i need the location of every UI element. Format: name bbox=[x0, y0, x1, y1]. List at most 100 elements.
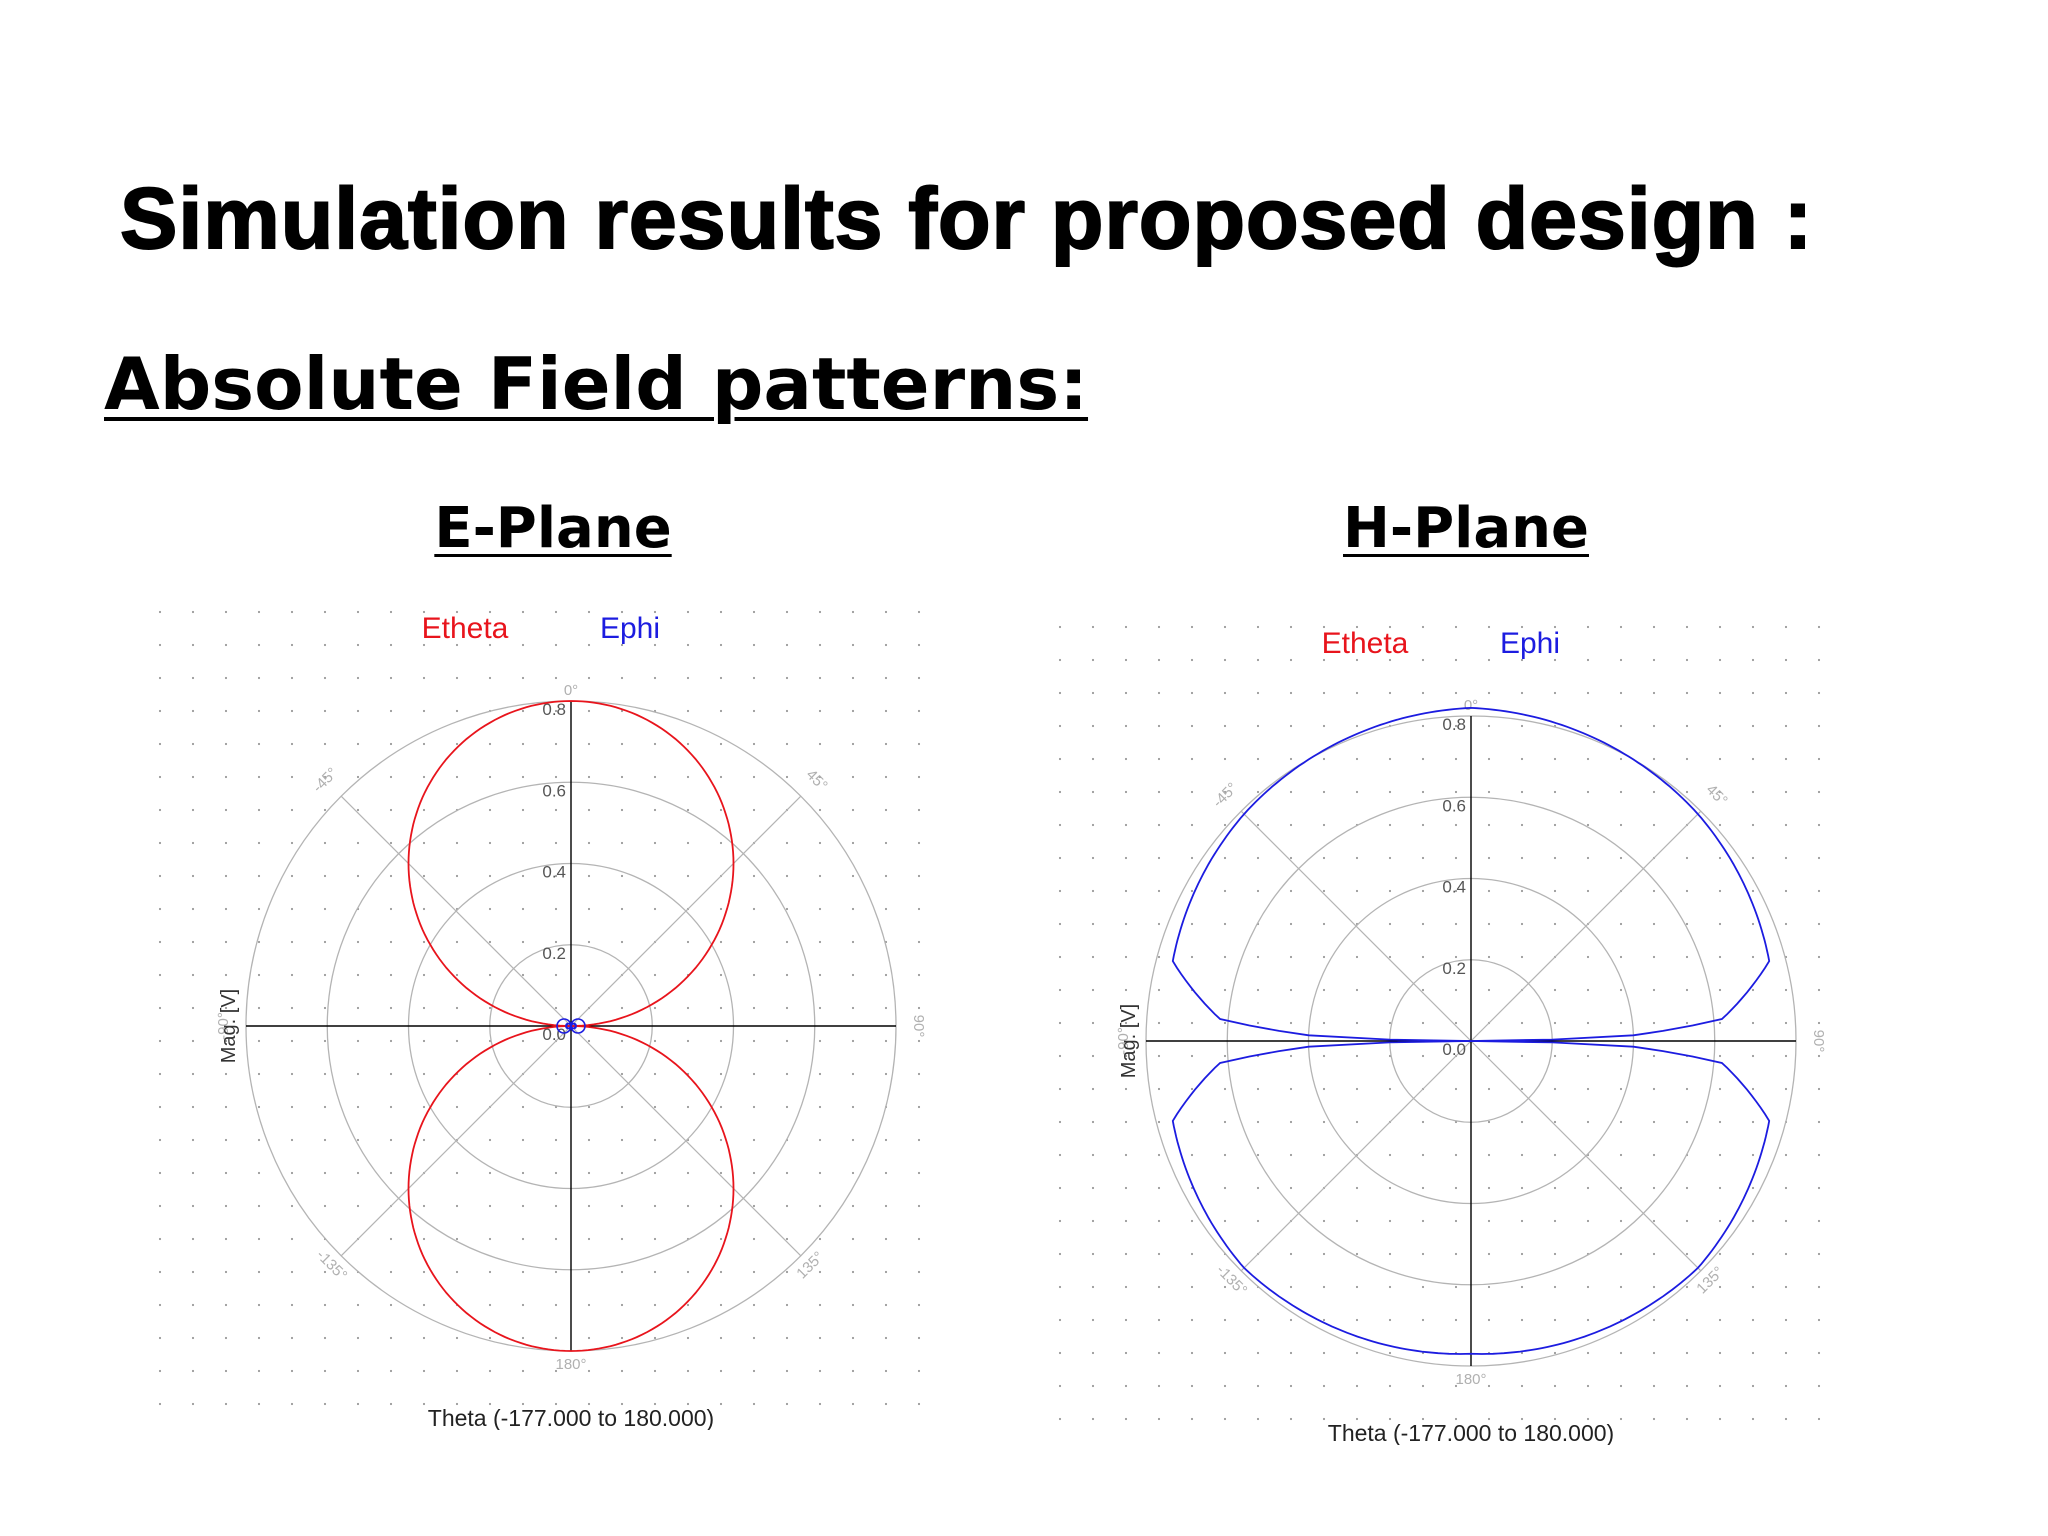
e-plane-grid-dot bbox=[752, 1204, 756, 1208]
h-plane-grid-dot bbox=[1058, 658, 1062, 662]
e-plane-grid-dot bbox=[587, 1171, 591, 1175]
h-plane-grid-dot bbox=[1817, 1318, 1821, 1322]
h-plane-grid-dot bbox=[1058, 1285, 1062, 1289]
e-plane-grid-dot bbox=[389, 1369, 393, 1373]
e-plane-grid-dot bbox=[224, 1171, 228, 1175]
e-plane-grid-dot bbox=[851, 841, 855, 845]
e-plane-grid-dot bbox=[785, 1237, 789, 1241]
e-plane-grid-dot bbox=[752, 1006, 756, 1010]
h-plane-grid-dot bbox=[1355, 1054, 1359, 1058]
h-plane-grid-dot bbox=[1586, 658, 1590, 662]
e-plane-grid-dot bbox=[884, 874, 888, 878]
h-plane-grid-dot bbox=[1421, 1384, 1425, 1388]
h-plane-grid-dot bbox=[1421, 1318, 1425, 1322]
e-plane-grid-dot bbox=[158, 1402, 162, 1406]
h-plane-grid-dot bbox=[1388, 955, 1392, 959]
e-plane-grid-dot bbox=[851, 1270, 855, 1274]
e-plane-grid-dot bbox=[257, 973, 261, 977]
e-plane-grid-dot bbox=[851, 1072, 855, 1076]
e-plane-grid-dot bbox=[884, 1171, 888, 1175]
h-plane-grid-dot bbox=[1058, 625, 1062, 629]
h-plane-grid-dot bbox=[1256, 1384, 1260, 1388]
e-plane-grid-dot bbox=[290, 1336, 294, 1340]
e-plane-grid-dot bbox=[851, 676, 855, 680]
e-plane-grid-dot bbox=[719, 1336, 723, 1340]
e-plane-grid-dot bbox=[653, 841, 657, 845]
h-plane-grid-dot bbox=[1091, 1153, 1095, 1157]
h-plane-grid-dot bbox=[1355, 1417, 1359, 1421]
h-plane-grid-dot bbox=[1157, 1219, 1161, 1223]
e-plane-grid-dot bbox=[455, 775, 459, 779]
h-plane-grid-dot bbox=[1388, 922, 1392, 926]
e-plane-grid-dot bbox=[686, 709, 690, 713]
h-plane-grid-dot bbox=[1487, 889, 1491, 893]
e-plane-grid-dot bbox=[323, 841, 327, 845]
h-plane-grid-dot bbox=[1718, 1252, 1722, 1256]
e-plane-grid-dot bbox=[191, 1171, 195, 1175]
h-plane-grid-dot bbox=[1652, 1219, 1656, 1223]
e-plane-grid-dot bbox=[587, 1402, 591, 1406]
h-plane-grid-dot bbox=[1652, 1120, 1656, 1124]
h-plane-grid-dot bbox=[1256, 1417, 1260, 1421]
e-plane-grid-dot bbox=[686, 1369, 690, 1373]
h-plane-grid-dot bbox=[1157, 1021, 1161, 1025]
e-plane-grid-dot bbox=[356, 775, 360, 779]
h-plane-grid-dot bbox=[1718, 823, 1722, 827]
h-plane-grid-dot bbox=[1718, 757, 1722, 761]
e-plane-grid-dot bbox=[422, 1105, 426, 1109]
e-plane-grid-dot bbox=[719, 808, 723, 812]
h-plane-grid-dot bbox=[1520, 625, 1524, 629]
e-plane-grid-dot bbox=[719, 1105, 723, 1109]
e-plane-grid-dot bbox=[818, 1006, 822, 1010]
h-plane-grid-dot bbox=[1388, 1186, 1392, 1190]
h-plane-grid-dot bbox=[1718, 1285, 1722, 1289]
h-plane-grid-dot bbox=[1190, 1384, 1194, 1388]
e-plane-grid-dot bbox=[818, 1270, 822, 1274]
e-plane-grid-dot bbox=[752, 709, 756, 713]
e-plane-grid-dot bbox=[620, 1105, 624, 1109]
e-plane-grid-dot bbox=[356, 1138, 360, 1142]
h-plane-grid-dot bbox=[1223, 1120, 1227, 1124]
e-plane-grid-dot bbox=[422, 676, 426, 680]
e-plane-grid-dot bbox=[686, 874, 690, 878]
e-plane-grid-dot bbox=[653, 676, 657, 680]
h-plane-grid-dot bbox=[1124, 1087, 1128, 1091]
h-plane-grid-dot bbox=[1817, 1087, 1821, 1091]
e-plane-grid-dot bbox=[158, 1336, 162, 1340]
h-plane-grid-dot bbox=[1454, 955, 1458, 959]
e-plane-grid-dot bbox=[620, 676, 624, 680]
e-plane-grid-dot bbox=[422, 1039, 426, 1043]
e-plane-grid-dot bbox=[224, 907, 228, 911]
e-plane-grid-dot bbox=[422, 643, 426, 647]
e-plane-grid-dot bbox=[191, 742, 195, 746]
e-plane-grid-dot bbox=[158, 610, 162, 614]
h-plane-grid-dot bbox=[1487, 1153, 1491, 1157]
e-plane-grid-dot bbox=[785, 676, 789, 680]
e-plane-grid-dot bbox=[422, 907, 426, 911]
h-plane-grid-dot bbox=[1289, 691, 1293, 695]
e-plane-grid-dot bbox=[917, 1204, 921, 1208]
h-plane-grid-dot bbox=[1355, 1087, 1359, 1091]
e-plane-grid-dot bbox=[917, 874, 921, 878]
e-plane-grid-dot bbox=[389, 1237, 393, 1241]
h-plane-grid-dot bbox=[1817, 1285, 1821, 1289]
e-plane-grid-dot bbox=[323, 1171, 327, 1175]
h-plane-grid-dot bbox=[1619, 757, 1623, 761]
e-plane-grid-dot bbox=[620, 1336, 624, 1340]
h-plane-grid-dot bbox=[1718, 1021, 1722, 1025]
e-plane-grid-dot bbox=[389, 1039, 393, 1043]
h-plane-grid-dot bbox=[1454, 724, 1458, 728]
e-plane-grid-dot bbox=[719, 1303, 723, 1307]
e-plane-grid-dot bbox=[884, 742, 888, 746]
e-plane-grid-dot bbox=[785, 1204, 789, 1208]
h-plane-grid-dot bbox=[1256, 790, 1260, 794]
h-plane-grid-dot bbox=[1058, 1186, 1062, 1190]
h-plane-grid-dot bbox=[1256, 1186, 1260, 1190]
e-plane-grid-dot bbox=[158, 808, 162, 812]
e-plane-grid-dot bbox=[389, 841, 393, 845]
e-plane-grid-dot bbox=[686, 940, 690, 944]
h-plane-grid-dot bbox=[1124, 1417, 1128, 1421]
slide-title: Simulation results for proposed design : bbox=[119, 170, 1814, 268]
e-plane-grid-dot bbox=[257, 742, 261, 746]
h-plane-grid-dot bbox=[1487, 856, 1491, 860]
